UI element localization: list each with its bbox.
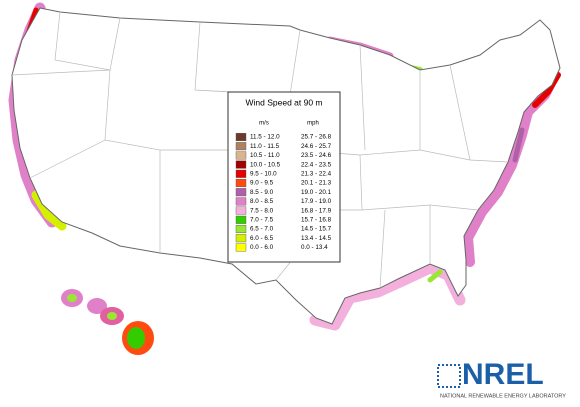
legend-swatch — [235, 206, 247, 215]
legend-swatch — [235, 169, 247, 178]
legend-swatch — [235, 224, 247, 233]
legend-title: Wind Speed at 90 m — [245, 97, 322, 107]
legend-mph: 24.6 - 25.7 — [301, 143, 332, 150]
legend-mph: 19.0 - 20.1 — [301, 189, 332, 196]
legend-ms: 10.5 - 11.0 — [250, 152, 280, 159]
legend-mph: 22.4 - 23.5 — [301, 161, 332, 168]
legend-mph: 13.4 - 14.5 — [301, 235, 332, 242]
logo-subtitle: NATIONAL RENEWABLE ENERGY LABORATORY — [440, 393, 566, 399]
legend-ms: 11.5 - 12.0 — [250, 134, 280, 141]
legend-swatch — [235, 142, 247, 151]
legend-ms: 9.0 - 9.5 — [250, 180, 274, 187]
legend-mph: 21.3 - 22.4 — [301, 170, 332, 177]
legend-swatch — [235, 243, 247, 252]
legend-header: mph — [307, 121, 319, 127]
legend-swatch — [235, 234, 247, 243]
logo-mark — [437, 364, 461, 388]
legend-ms: 11.0 - 11.5 — [250, 143, 280, 150]
legend-mph: 17.9 - 19.0 — [301, 198, 332, 205]
legend-ms: 9.5 - 10.0 — [250, 170, 277, 177]
legend-swatch — [235, 160, 247, 169]
legend-mph: 15.7 - 16.8 — [301, 216, 332, 223]
hawaii — [61, 289, 154, 355]
legend-swatch — [235, 132, 247, 141]
legend-ms: 10.0 - 10.5 — [250, 161, 281, 168]
legend-ms: 7.0 - 7.5 — [250, 216, 274, 223]
legend-ms: 8.5 - 9.0 — [250, 189, 274, 196]
legend-mph: 23.5 - 24.6 — [301, 152, 332, 159]
legend: Wind Speed at 90 m m/s mph 11.5 - 12.0 25… — [227, 91, 341, 263]
legend-swatch — [235, 151, 247, 160]
legend-mph: 25.7 - 26.8 — [301, 134, 332, 141]
legend-swatch — [235, 178, 247, 187]
legend-mph: 0.0 - 13.4 — [301, 244, 328, 251]
legend-ms: 8.0 - 8.5 — [250, 198, 274, 205]
logo: NREL NATIONAL RENEWABLE ENERGY LABORATOR… — [437, 358, 566, 399]
legend-mph: 14.5 - 15.7 — [301, 226, 332, 233]
logo-name: NREL — [462, 358, 544, 391]
legend-ms: 6.0 - 6.5 — [250, 235, 274, 242]
legend-swatch — [235, 188, 247, 197]
legend-header: m/s — [259, 121, 269, 127]
legend-ms: 7.5 - 8.0 — [250, 207, 274, 214]
legend-mph: 16.8 - 17.9 — [301, 207, 332, 214]
legend-mph: 20.1 - 21.3 — [301, 180, 332, 187]
legend-swatch — [235, 215, 247, 224]
legend-swatch — [235, 197, 247, 206]
legend-box — [227, 91, 341, 263]
legend-ms: 6.5 - 7.0 — [250, 226, 274, 233]
legend-ms: 0.0 - 6.0 — [250, 244, 274, 251]
